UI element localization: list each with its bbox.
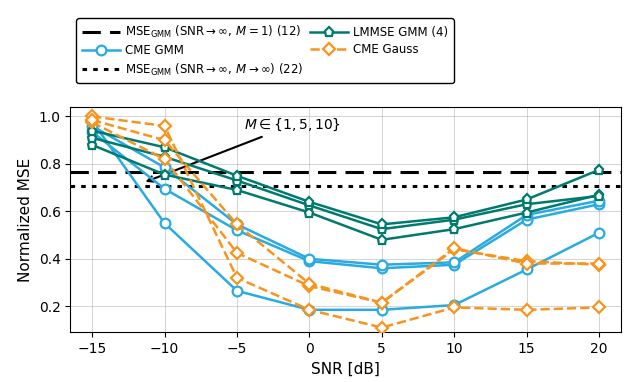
- Y-axis label: Normalized MSE: Normalized MSE: [18, 157, 33, 282]
- Text: $M\in\{1,5,10\}$: $M\in\{1,5,10\}$: [148, 117, 341, 181]
- Legend: $\mathrm{MSE}_{\mathrm{GMM}}\ (\mathrm{SNR}{\to}\infty,\,M{=}1)\ (12)$, CME GMM,: $\mathrm{MSE}_{\mathrm{GMM}}\ (\mathrm{S…: [76, 18, 454, 84]
- X-axis label: SNR [dB]: SNR [dB]: [311, 362, 380, 377]
